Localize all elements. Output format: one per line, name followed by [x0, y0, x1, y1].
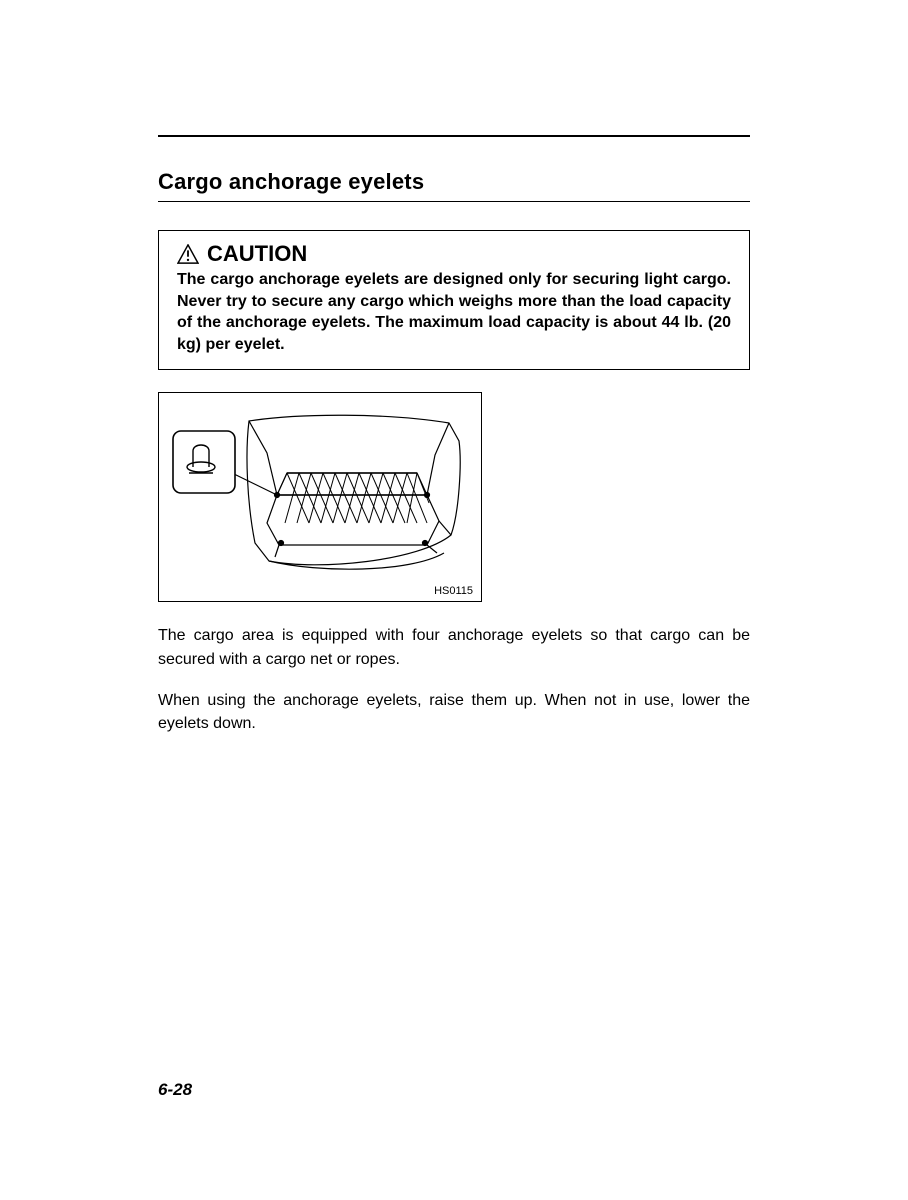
caution-label: CAUTION [207, 241, 307, 267]
top-rule [158, 135, 750, 137]
warning-triangle-icon [177, 244, 199, 264]
body-paragraph: When using the anchorage eyelets, raise … [158, 689, 750, 735]
body-paragraph: The cargo area is equipped with four anc… [158, 624, 750, 670]
page-number: 6-28 [158, 1080, 192, 1100]
figure-id: HS0115 [434, 585, 473, 597]
caution-header: CAUTION [177, 241, 731, 267]
caution-box: CAUTION The cargo anchorage eyelets are … [158, 230, 750, 370]
cargo-net-figure: HS0115 [158, 392, 482, 602]
page-content: Cargo anchorage eyelets CAUTION The carg… [158, 135, 750, 753]
section-title: Cargo anchorage eyelets [158, 169, 750, 202]
caution-text: The cargo anchorage eyelets are designed… [177, 269, 731, 355]
